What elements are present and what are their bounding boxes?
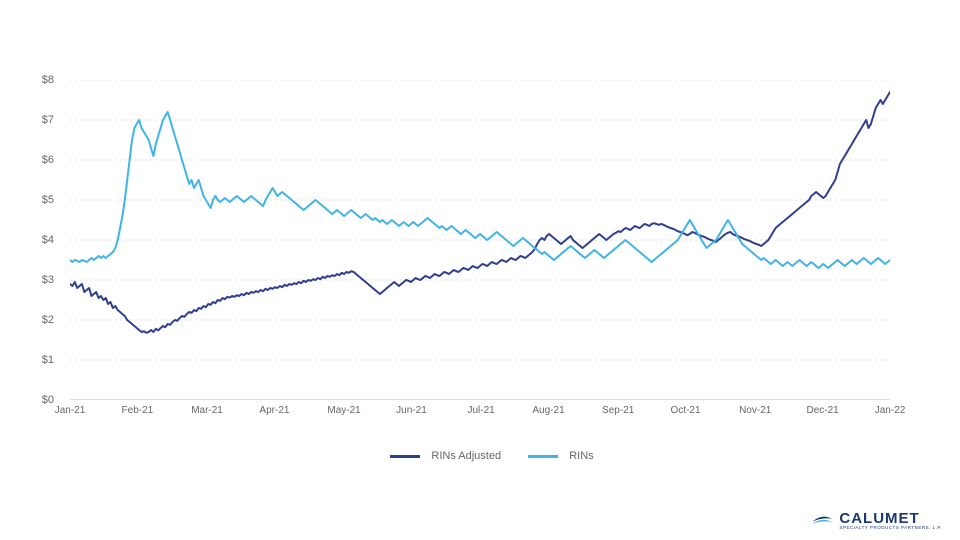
legend-swatch-1: [528, 455, 558, 458]
y-axis-labels: $0$1$2$3$4$5$6$7$8: [0, 80, 62, 400]
legend-label-1: RINs: [569, 450, 593, 462]
brand-name: CALUMET: [839, 511, 942, 526]
brand-tagline: SPECIALTY PRODUCTS PARTNERS, L.P.: [839, 526, 942, 531]
chart-legend: RINs Adjusted RINs: [0, 450, 960, 462]
brand-swirl-icon: [811, 511, 833, 529]
line-chart: [70, 80, 890, 400]
legend-label-0: RINs Adjusted: [431, 450, 501, 462]
x-axis-labels: Jan-21Feb-21Mar-21Apr-21May-21Jun-21Jul-…: [70, 405, 890, 425]
brand-logo: CALUMET SPECIALTY PRODUCTS PARTNERS, L.P…: [811, 511, 942, 531]
legend-swatch-0: [390, 455, 420, 458]
